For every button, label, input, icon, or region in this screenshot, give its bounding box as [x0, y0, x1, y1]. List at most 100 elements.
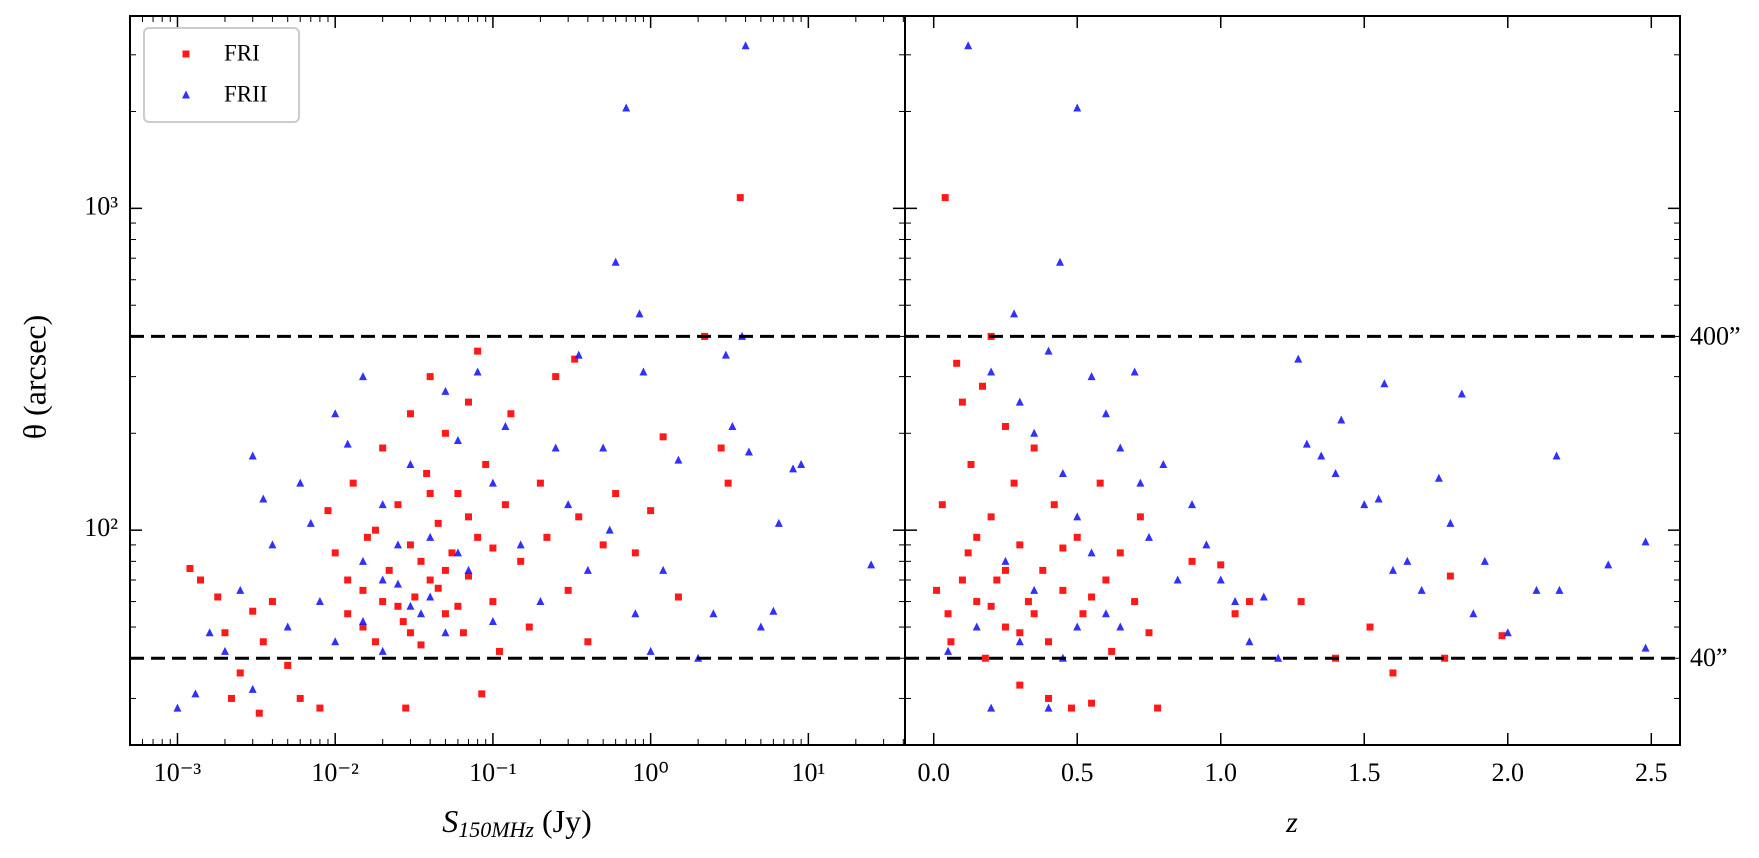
fri-point [268, 598, 276, 606]
fri-point [1030, 610, 1038, 618]
legend-marker [182, 50, 190, 58]
frii-point [1337, 415, 1346, 424]
fri-point [426, 576, 434, 584]
frii-point [1216, 575, 1225, 584]
x-tick-label: 10⁻² [311, 758, 359, 787]
frii-point [426, 532, 435, 541]
fri-point [448, 549, 456, 557]
fri-point [1131, 598, 1139, 606]
frii-point [1641, 643, 1650, 652]
frii-point [358, 556, 367, 565]
fri-point [464, 513, 472, 521]
frii-point [1555, 585, 1564, 594]
frii-point [551, 443, 560, 452]
frii-point [501, 421, 510, 430]
fri-point [933, 586, 941, 594]
fri-point [426, 373, 434, 381]
frii-point [1503, 628, 1512, 637]
frii-point [516, 540, 525, 549]
frii-point [1302, 439, 1311, 448]
fri-point [411, 593, 419, 601]
fri-point [517, 557, 525, 565]
frii-point [1457, 389, 1466, 398]
frii-point [378, 646, 387, 655]
fri-point [1024, 598, 1032, 606]
frii-point [488, 617, 497, 626]
fri-point [417, 557, 425, 565]
fri-point [552, 373, 560, 381]
frii-point [1073, 622, 1082, 631]
fri-point [1030, 444, 1038, 452]
fri-point [543, 533, 551, 541]
fri-point [507, 410, 515, 418]
fri-point [1136, 513, 1144, 521]
fri-point [1245, 598, 1253, 606]
fri-point [1067, 704, 1075, 712]
fri-point [993, 576, 1001, 584]
frii-point [331, 409, 340, 418]
fri-point [214, 593, 222, 601]
fri-point [953, 359, 961, 367]
frii-point [536, 597, 545, 606]
frii-point [1116, 443, 1125, 452]
fri-point [1045, 638, 1053, 646]
frii-point [1116, 622, 1125, 631]
frii-point [972, 622, 981, 631]
frii-point [315, 597, 324, 606]
fri-point [1217, 561, 1225, 569]
fri-point [406, 541, 414, 549]
fri-point [1096, 479, 1104, 487]
fri-point [363, 533, 371, 541]
frii-point [728, 421, 737, 430]
frii-point [464, 565, 473, 574]
frii-point [944, 646, 953, 655]
frii-point [453, 435, 462, 444]
fri-point [1188, 557, 1196, 565]
frii-point [622, 103, 631, 112]
fri-point [379, 444, 387, 452]
x-tick-label: 10⁻³ [154, 758, 202, 787]
frii-point [1434, 473, 1443, 482]
frii-point [268, 540, 277, 549]
frii-point [639, 367, 648, 376]
x-label-subscript: 150MHz [458, 817, 534, 842]
threshold-label: 400” [1690, 321, 1741, 350]
frii-point [1030, 585, 1039, 594]
frii-point [1056, 257, 1064, 266]
fri-point [474, 347, 482, 355]
frii-point [1317, 451, 1326, 460]
frii-point [635, 309, 644, 318]
frii-point [191, 689, 200, 698]
legend-label: FRI [224, 40, 260, 65]
fri-point [394, 501, 402, 509]
fri-point [973, 533, 981, 541]
frii-point [583, 565, 592, 574]
fri-point [495, 647, 503, 655]
frii-point [741, 41, 750, 50]
fri-point [464, 572, 472, 580]
fri-point [324, 507, 332, 515]
frii-point [453, 548, 462, 557]
fri-point [1016, 541, 1024, 549]
fri-point [1001, 623, 1009, 631]
frii-point [631, 609, 640, 618]
frii-point [1446, 518, 1455, 527]
frii-point [1073, 512, 1082, 521]
frii-point [248, 684, 257, 693]
fri-point [359, 623, 367, 631]
frii-point [1294, 354, 1303, 363]
frii-point [1130, 367, 1139, 376]
fri-point [426, 489, 434, 497]
frii-point [1073, 103, 1082, 112]
frii-point [173, 703, 182, 712]
fri-point [478, 690, 486, 698]
fri-point [371, 638, 379, 646]
fri-point [284, 661, 292, 669]
fri-point [659, 433, 667, 441]
fri-point [571, 355, 579, 363]
fri-point [938, 501, 946, 509]
fri-point [454, 489, 462, 497]
frii-point [1087, 372, 1096, 381]
fri-point [316, 704, 324, 712]
